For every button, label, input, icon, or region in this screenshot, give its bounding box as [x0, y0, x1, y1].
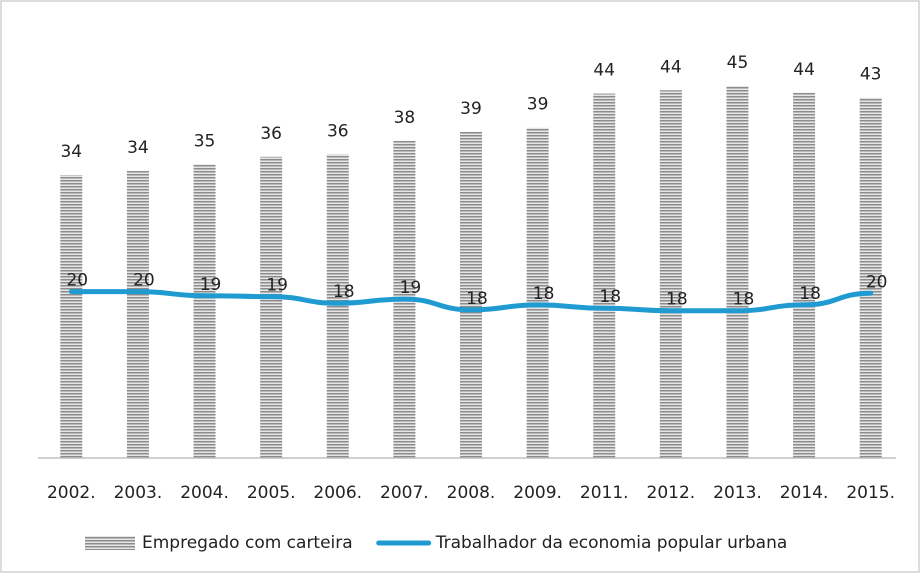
bar-value-label: 43 [860, 65, 882, 85]
bar [659, 90, 682, 459]
line-value-label: 18 [733, 290, 755, 310]
bar-value-label: 34 [127, 138, 149, 158]
line-value-label: 19 [266, 276, 288, 296]
bar-value-label: 44 [660, 57, 682, 77]
bar-value-label: 45 [727, 53, 749, 73]
x-tick-label: 2012. [647, 483, 696, 503]
bar-value-label: 39 [460, 99, 482, 119]
x-tick-label: 2007. [380, 483, 429, 503]
bar [126, 170, 149, 458]
x-tick-label: 2006. [313, 483, 362, 503]
x-tick-label: 2008. [447, 483, 496, 503]
bar-value-label: 38 [394, 108, 416, 128]
line-value-label: 18 [333, 282, 355, 302]
line-value-label: 18 [466, 289, 488, 309]
bar [859, 97, 882, 458]
line-value-label: 20 [133, 271, 155, 291]
bar [60, 175, 83, 458]
bar [326, 154, 349, 458]
bar-value-label: 36 [260, 124, 282, 144]
bar-value-label: 44 [593, 61, 615, 81]
legend-label: Trabalhador da economia popular urbana [435, 533, 788, 553]
x-tick-label: 2013. [713, 483, 762, 503]
bar [193, 164, 216, 458]
bar [526, 127, 549, 459]
bar [460, 131, 482, 458]
line [68, 289, 874, 314]
x-tick-label: 2005. [247, 483, 296, 503]
bar-value-label: 44 [793, 60, 815, 80]
bar-value-label: 34 [60, 142, 82, 162]
line-value-label: 18 [666, 290, 688, 310]
bar-value-label: 36 [327, 121, 349, 141]
x-tick-label: 2004. [180, 483, 229, 503]
bar [593, 93, 616, 459]
bar [260, 156, 283, 459]
legend-label: Empregado com carteira [142, 533, 353, 553]
x-tick-label: 2003. [114, 483, 163, 503]
x-tick-label: 2011. [580, 483, 629, 503]
line-value-label: 19 [200, 275, 222, 295]
line-value-label: 20 [866, 272, 888, 292]
line-value-label: 18 [799, 284, 821, 304]
line-value-label: 20 [66, 271, 88, 291]
bar [726, 86, 749, 458]
bar-value-label: 39 [527, 95, 549, 115]
bar-value-label: 35 [194, 131, 216, 151]
x-tick-label: 2002. [47, 483, 96, 503]
x-tick-label: 2009. [513, 483, 562, 503]
line-value-label: 18 [599, 287, 621, 307]
bar [793, 92, 816, 458]
x-tick-label: 2015. [846, 483, 895, 503]
line-value-label: 18 [533, 284, 555, 304]
legend-swatch [85, 536, 135, 550]
line-value-label: 19 [400, 278, 422, 298]
x-tick-label: 2014. [780, 483, 829, 503]
